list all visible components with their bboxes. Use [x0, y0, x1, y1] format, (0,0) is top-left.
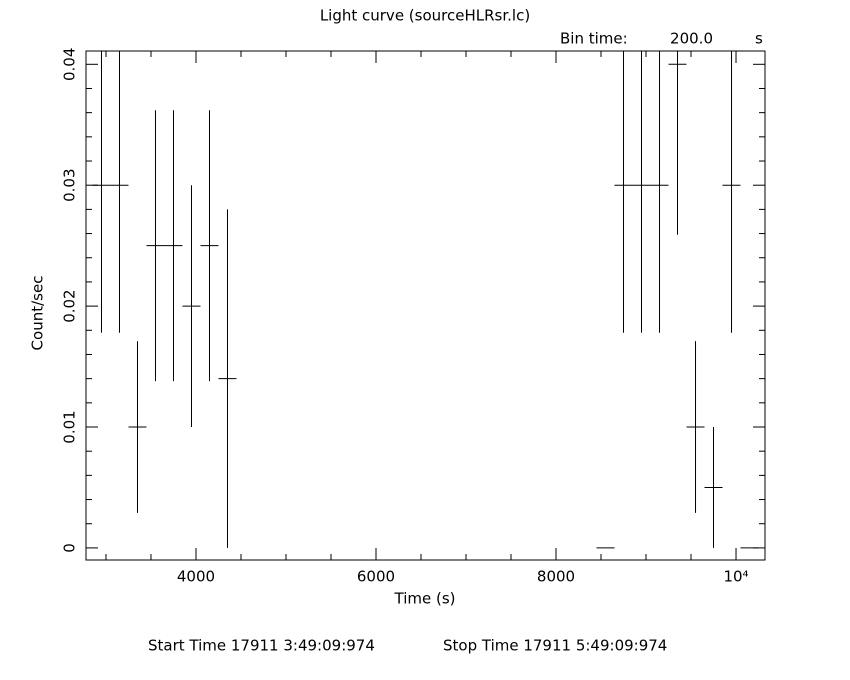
- bin-time: 200.0: [670, 30, 713, 48]
- bin-time-unit: s: [755, 30, 763, 48]
- plot-frame: [85, 50, 766, 561]
- x-axis-label: Time (s): [394, 590, 456, 608]
- x-tick-label: 10⁴: [723, 568, 748, 586]
- x-tick-label: 6000: [357, 568, 395, 586]
- y-tick-label: 0.01: [60, 410, 78, 443]
- x-tick-label: 8000: [537, 568, 575, 586]
- footer-stop: Stop Time 17911 5:49:09:974: [443, 637, 667, 655]
- y-axis-label: Count/sec: [29, 276, 47, 351]
- x-tick-label: 4000: [177, 568, 215, 586]
- data-area: [92, 51, 759, 549]
- footer-start: Start Time 17911 3:49:09:974: [148, 637, 375, 655]
- y-tick-label: 0: [61, 543, 79, 553]
- y-tick-label: 0.02: [61, 289, 79, 322]
- bin-time-label: Bin time:: [560, 30, 628, 48]
- y-tick-label: 0.03: [61, 168, 79, 201]
- chart-title: Light curve (sourceHLRsr.lc): [320, 7, 530, 25]
- y-tick-label: 0.04: [61, 48, 79, 81]
